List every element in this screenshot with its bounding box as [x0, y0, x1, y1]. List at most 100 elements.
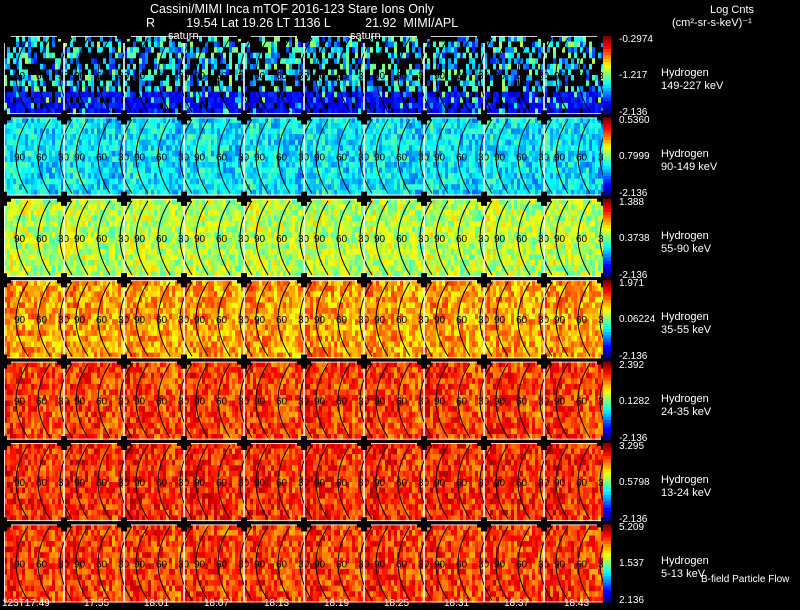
heatmap-pixel — [133, 63, 137, 70]
heatmap-pixel — [133, 184, 137, 191]
heatmap-pixel — [70, 161, 74, 168]
heatmap-pixel — [466, 58, 470, 65]
heatmap-pixel — [577, 41, 581, 48]
heatmap-pixel — [241, 58, 245, 65]
heatmap-pixel — [280, 122, 284, 129]
heatmap-pixel — [115, 184, 119, 191]
heatmap-pixel — [556, 75, 560, 81]
heatmap-pixel — [100, 108, 104, 115]
heatmap-pixel — [589, 41, 593, 48]
heatmap-pixel — [187, 69, 191, 76]
heatmap-pixel — [490, 41, 494, 48]
heatmap-pixel — [334, 80, 338, 87]
heatmap-pixel — [379, 145, 383, 152]
heatmap-pixel — [142, 80, 146, 87]
heatmap-pixel — [346, 97, 350, 104]
heatmap-pixel — [397, 178, 401, 185]
heatmap-pixel — [478, 80, 482, 87]
heatmap-pixel — [13, 145, 17, 152]
heatmap-pixel — [40, 36, 44, 42]
heatmap-pixel — [70, 167, 74, 174]
heatmap-pixel — [415, 173, 419, 179]
heatmap-pixel — [337, 58, 341, 65]
heatmap-pixel — [262, 69, 266, 76]
heatmap-pixel — [451, 161, 455, 168]
heatmap-pixel — [70, 52, 74, 59]
heatmap-pixel — [352, 134, 356, 140]
heatmap-pixel — [424, 91, 428, 98]
heatmap-pixel — [409, 80, 413, 87]
heatmap-pixel — [523, 80, 527, 87]
heatmap-pixel — [397, 69, 401, 76]
heatmap-pixel — [595, 108, 599, 115]
heatmap-pixel — [490, 75, 494, 81]
heatmap-pixel — [151, 36, 155, 42]
heatmap-pixel — [169, 97, 173, 104]
heatmap-pixel — [430, 167, 434, 174]
heatmap-pixel — [589, 36, 593, 42]
heatmap-pixel — [415, 178, 419, 185]
heatmap-pixel — [88, 91, 92, 98]
heatmap-pixel — [490, 91, 494, 98]
heatmap-pixel — [286, 167, 290, 174]
heatmap-pixel — [280, 47, 284, 54]
heatmap-pixel — [211, 122, 215, 129]
heatmap-pixel — [505, 58, 509, 65]
heatmap-pixel — [394, 58, 398, 65]
heatmap-pixel — [82, 80, 86, 87]
heatmap-pixel — [385, 69, 389, 76]
heatmap-pixel — [232, 86, 236, 93]
heatmap-pixel — [433, 41, 437, 48]
heatmap-pixel — [571, 58, 575, 65]
heatmap-pixel — [481, 86, 485, 93]
heatmap-pixel — [601, 75, 605, 81]
heatmap-pixel — [250, 41, 254, 48]
heatmap-pixel — [232, 173, 236, 179]
heatmap-pixel — [373, 52, 377, 59]
heatmap-pixel — [565, 91, 569, 98]
heatmap-pixel — [124, 102, 128, 109]
heatmap-pixel — [67, 178, 71, 185]
heatmap-pixel — [328, 52, 332, 59]
heatmap-pixel — [232, 122, 236, 129]
heatmap-pixel — [574, 86, 578, 93]
heatmap-pixel — [100, 80, 104, 87]
heatmap-pixel — [235, 52, 239, 59]
heatmap-pixel — [139, 91, 143, 98]
heatmap-pixel — [463, 52, 467, 59]
heatmap-pixel — [385, 52, 389, 59]
heatmap-pixel — [298, 97, 302, 104]
heatmap-pixel — [274, 63, 278, 70]
heatmap-pixel — [343, 52, 347, 59]
heatmap-pixel — [496, 47, 500, 54]
heatmap-pixel — [166, 36, 170, 42]
heatmap-pixel — [310, 128, 314, 135]
heatmap-pixel — [205, 139, 209, 146]
heatmap-pixel — [304, 41, 308, 48]
heatmap-pixel — [298, 58, 302, 65]
heatmap-pixel — [40, 122, 44, 129]
heatmap-pixel — [37, 178, 41, 185]
heatmap-pixel — [271, 63, 275, 70]
heatmap-pixel — [130, 80, 134, 87]
heatmap-pixel — [88, 36, 92, 42]
heatmap-pixel — [415, 75, 419, 81]
heatmap-pixel — [472, 47, 476, 54]
heatmap-pixel — [319, 69, 323, 76]
heatmap-pixel — [169, 139, 173, 146]
heatmap-pixel — [13, 86, 17, 93]
heatmap-pixel — [235, 145, 239, 152]
heatmap-pixel — [34, 173, 38, 179]
heatmap-pixel — [325, 150, 329, 157]
heatmap-pixel — [250, 63, 254, 70]
heatmap-pixel — [115, 128, 119, 135]
heatmap-pixel — [481, 58, 485, 65]
heatmap-pixel — [121, 47, 125, 54]
heatmap-pixel — [55, 134, 59, 140]
heatmap-pixel — [214, 184, 218, 191]
heatmap-pixel — [40, 117, 44, 124]
heatmap-pixel — [88, 108, 92, 115]
heatmap-pixel — [22, 128, 26, 135]
heatmap-pixel — [196, 41, 200, 48]
heatmap-pixel — [274, 52, 278, 59]
